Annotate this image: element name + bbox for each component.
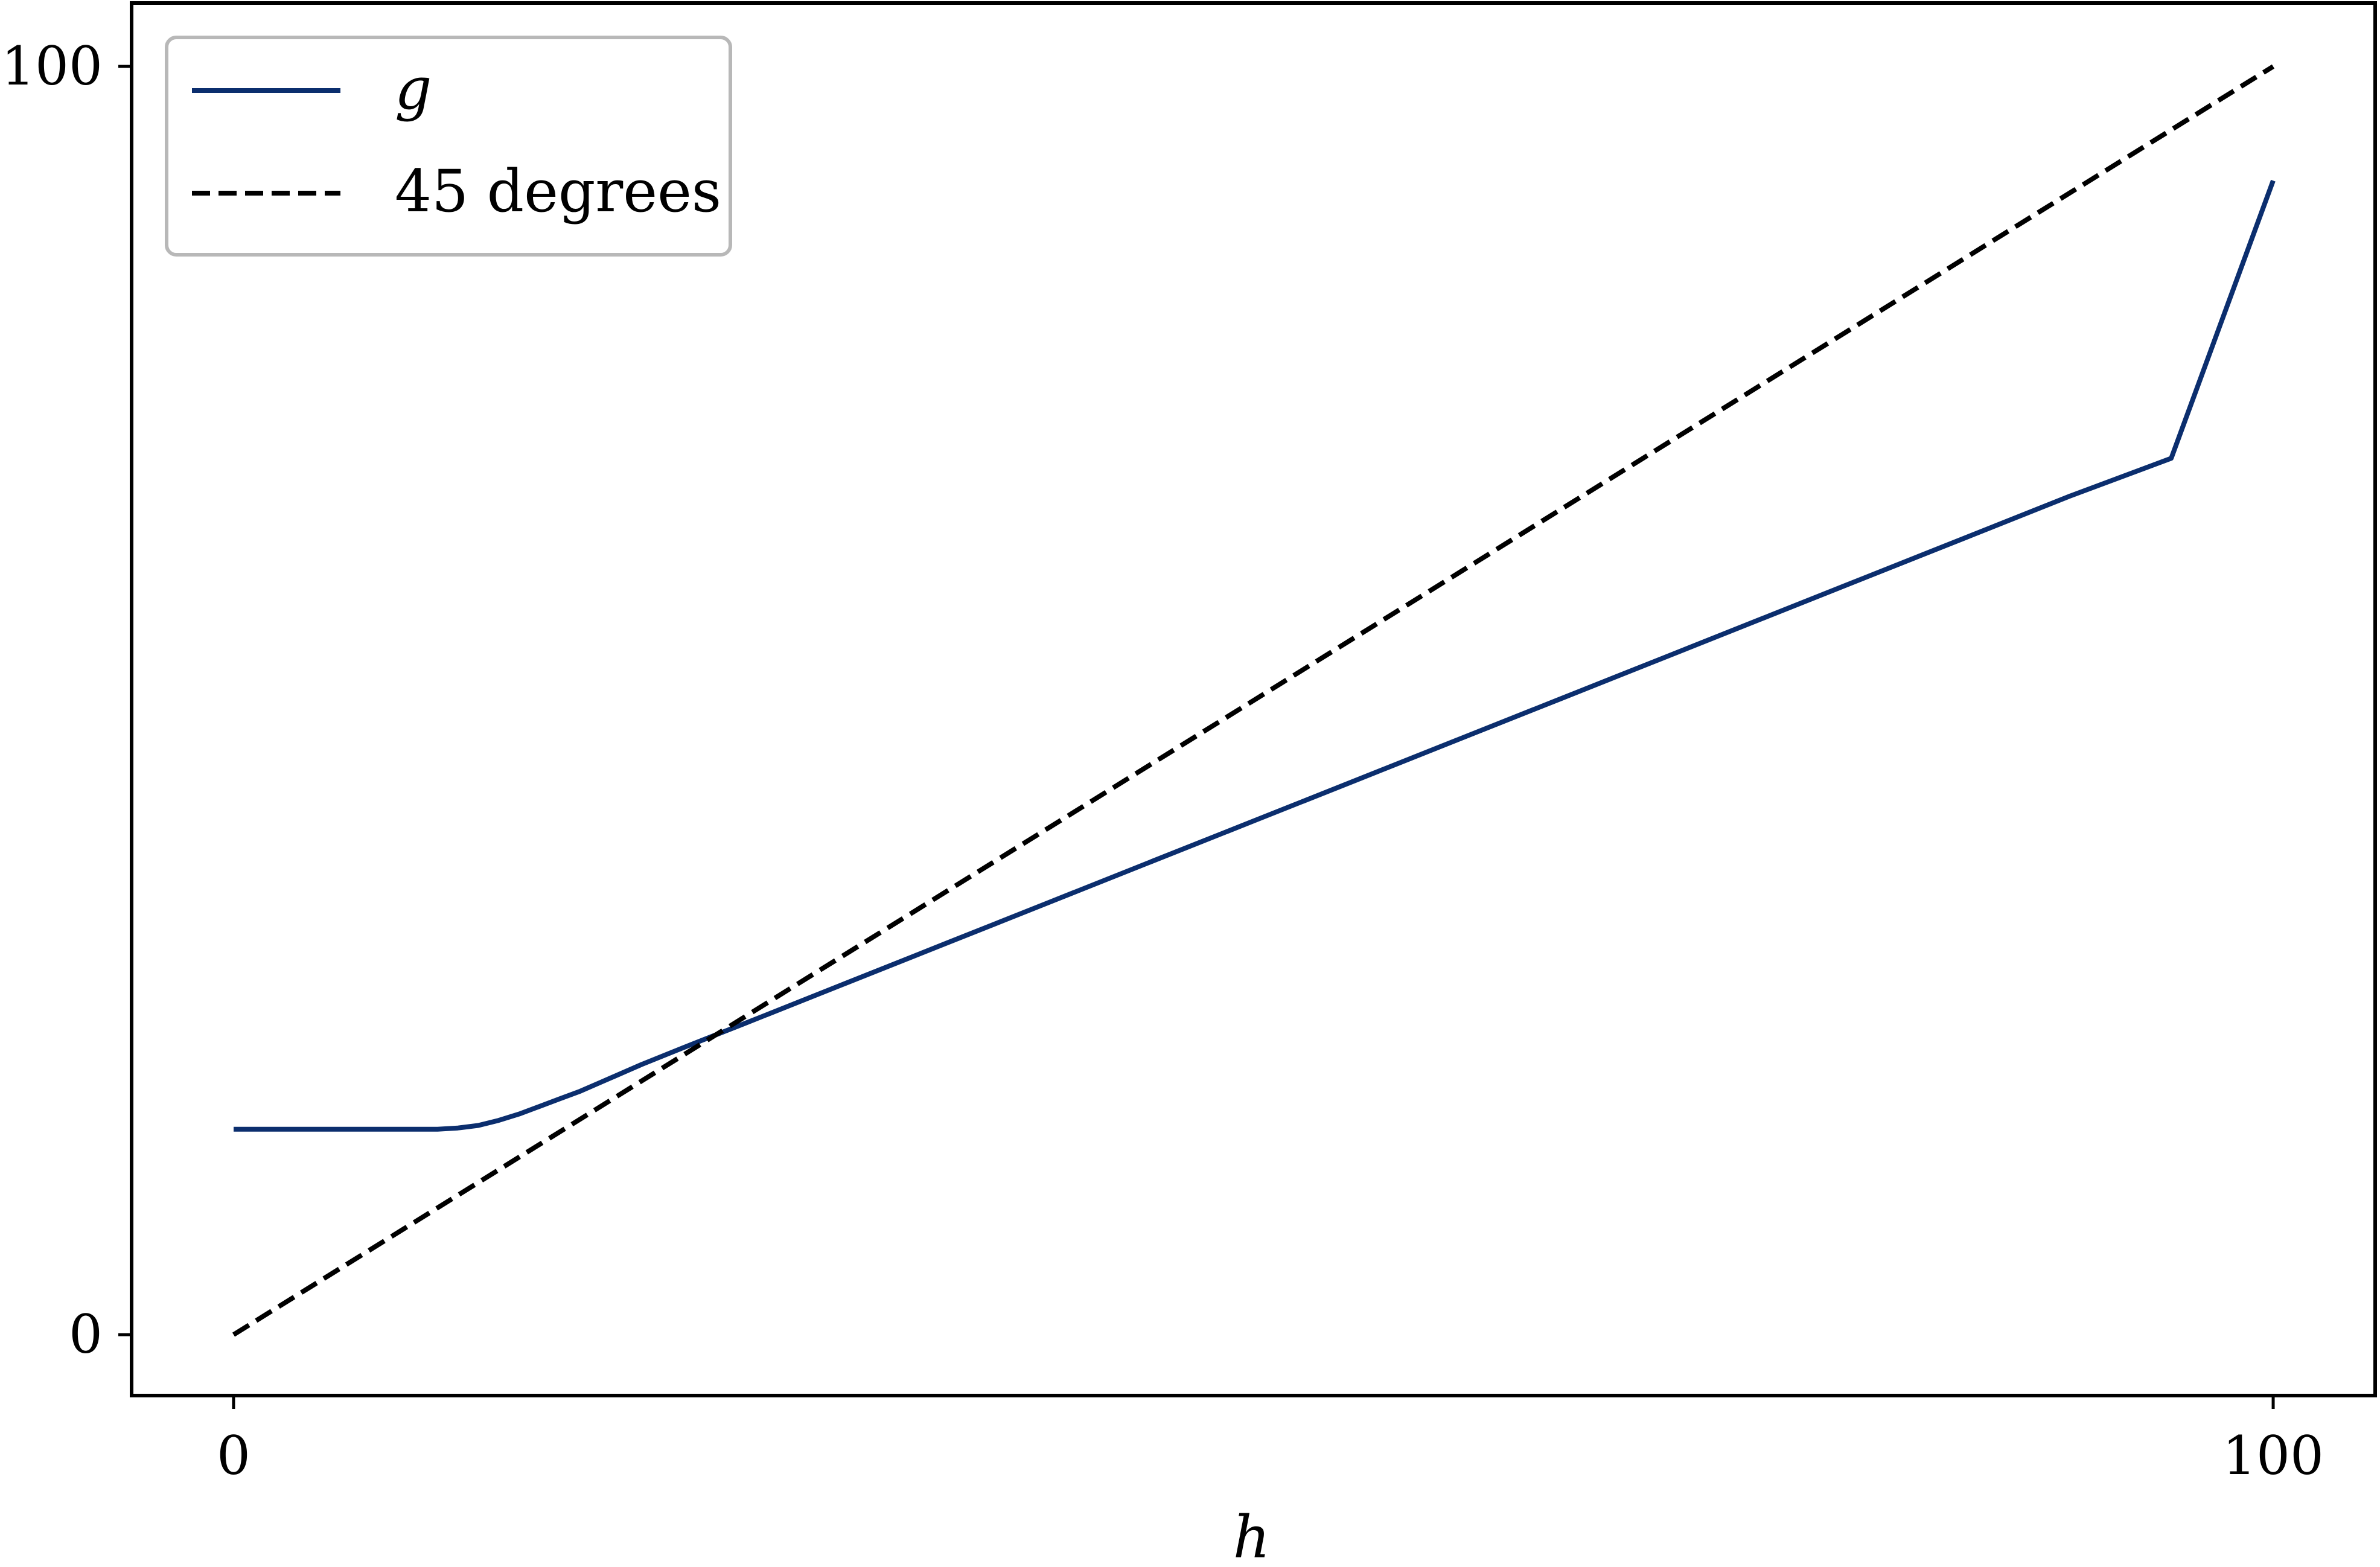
y-tick-label: 0 — [69, 1303, 103, 1365]
legend-label-45-degrees: 45 degrees — [395, 158, 721, 225]
y-tick-label: 100 — [1, 35, 103, 97]
series-line-45-degrees — [232, 64, 2275, 1337]
x-axis-label: h — [1233, 1504, 1271, 1565]
legend-label-g: g — [395, 55, 432, 123]
x-tick-label: 0 — [217, 1425, 250, 1487]
series-line-g — [234, 179, 2276, 1132]
axes-frame — [130, 1, 2377, 1397]
x-tick-label: 100 — [2222, 1425, 2324, 1487]
legend: g 45 degrees — [165, 36, 732, 257]
